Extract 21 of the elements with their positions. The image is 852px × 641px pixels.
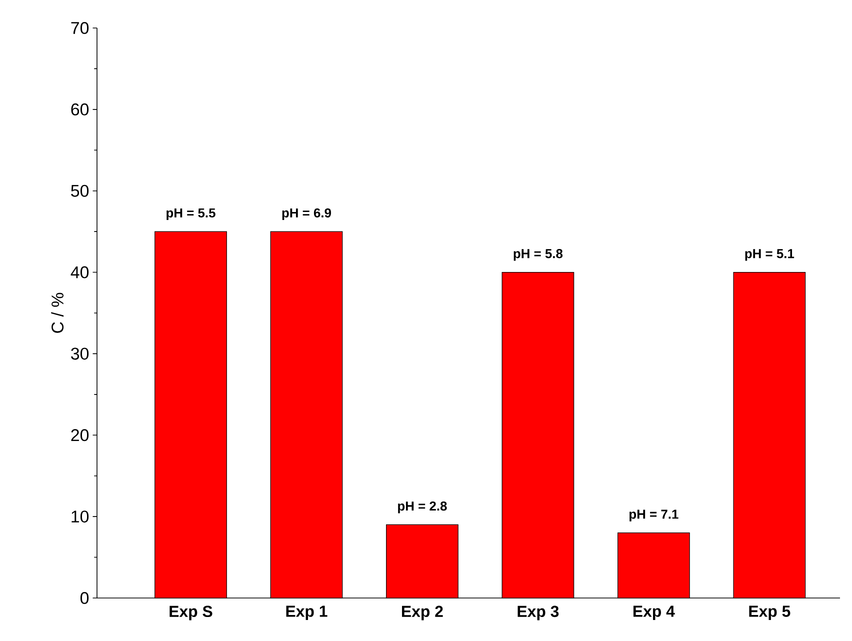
annotation: pH = 5.5: [166, 208, 216, 220]
x-tick-label: Exp 3: [518, 606, 559, 620]
y-tick-label: 30: [71, 348, 89, 360]
x-tick-label: Exp 4: [633, 606, 675, 620]
y-tick-label: 70: [71, 22, 89, 34]
x-tick-label: Exp 5: [749, 606, 790, 620]
y-tick-label: 50: [71, 184, 89, 197]
x-tick-label: Exp S: [170, 606, 212, 620]
x-tick-label: Exp 2: [402, 606, 443, 620]
annotation: pH = 6.9: [282, 208, 331, 220]
y-axis-title: C / %: [51, 292, 64, 333]
y-tick-label: 40: [70, 266, 89, 278]
annotation: pH = 7.1: [630, 510, 678, 522]
x-tick-label: Exp 1: [286, 606, 328, 620]
annotation: pH = 5.1: [745, 249, 794, 261]
y-tick-label: 0: [80, 592, 89, 604]
annotation: pH = 5.8: [514, 249, 563, 261]
y-tick-label: 60: [71, 103, 89, 116]
annotation: pH = 2.8: [398, 501, 447, 514]
y-tick-label: 20: [71, 429, 89, 442]
y-tick-label: 10: [72, 510, 89, 523]
